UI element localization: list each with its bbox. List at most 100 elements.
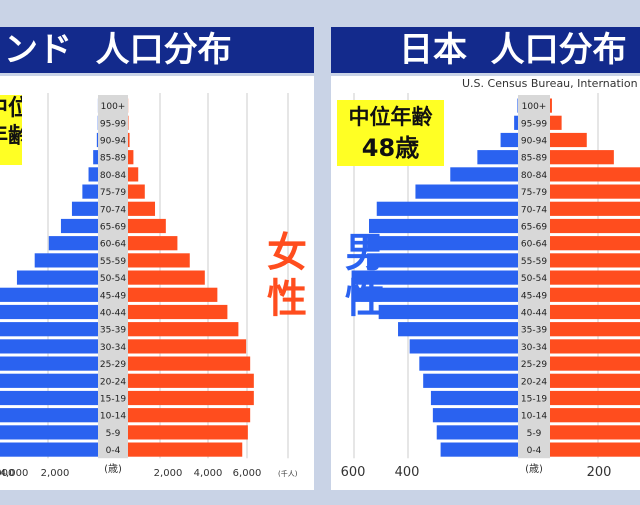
age-label-25-29: 25-29 [521, 360, 547, 370]
chart-panel-right: 100+ 95-99 90-94 85-89 80-84 75-79 70-74 65-69 6… [331, 76, 640, 490]
age-label-65-69: 65-69 [521, 223, 547, 233]
female-bar-25-29 [128, 356, 251, 371]
female-label: 女性 [267, 230, 307, 322]
median-age-label-left: 中位年齢 [0, 96, 22, 149]
x-tick-male: 4,000 [0, 468, 28, 479]
age-label-95-99: 95-99 [521, 119, 547, 129]
male-bar-90-94 [96, 132, 98, 148]
male-bar-90-94 [500, 132, 518, 148]
female-bar-35-39 [550, 322, 640, 337]
female-bar-45-49 [128, 287, 218, 302]
male-bar-45-49 [351, 287, 518, 302]
male-bar-55-59 [367, 253, 518, 268]
female-bar-0-4 [128, 442, 243, 457]
female-bar-20-24 [128, 373, 254, 388]
age-label-40-44: 40-44 [521, 309, 547, 319]
female-bar-10-14 [128, 408, 251, 423]
median-age-box-right: 中位年齢 48歳 [337, 100, 444, 166]
female-bar-65-69 [128, 218, 166, 234]
male-bar-80-84 [88, 167, 98, 182]
age-label-40-44: 40-44 [100, 309, 126, 319]
age-label-100+: 100+ [101, 102, 126, 112]
x-tick-male: 2,000 [41, 468, 70, 479]
age-label-5-9: 5-9 [527, 429, 542, 439]
age-label-95-99: 95-99 [100, 119, 126, 129]
male-bar-65-69 [369, 218, 518, 234]
age-label-25-29: 25-29 [100, 360, 126, 370]
female-bar-50-54 [128, 270, 205, 285]
female-bar-90-94 [550, 132, 587, 148]
male-bar-50-54 [16, 270, 98, 285]
male-bar-15-19 [0, 390, 98, 406]
male-bar-35-39 [0, 322, 98, 337]
male-bar-10-14 [432, 408, 518, 423]
female-bar-10-14 [550, 408, 640, 423]
female-bar-45-49 [550, 287, 640, 302]
male-bar-95-99 [514, 115, 518, 130]
age-label-0-4: 0-4 [527, 446, 542, 456]
age-label-5-9: 5-9 [106, 429, 121, 439]
age-label-90-94: 90-94 [521, 137, 547, 147]
male-bar-40-44 [378, 304, 518, 320]
population-unit-label: (千人) [278, 469, 298, 478]
x-tick-female: 6,000 [233, 468, 262, 479]
x-tick-female: 200 [587, 465, 612, 480]
x-tick-male: 400 [395, 465, 420, 480]
age-label-70-74: 70-74 [100, 205, 126, 215]
age-label-15-19: 15-19 [100, 395, 126, 405]
female-bar-85-89 [550, 150, 614, 165]
median-age-value-right: 48歳 [361, 134, 420, 162]
male-bar-75-79 [415, 184, 518, 199]
male-bar-60-64 [48, 236, 98, 251]
male-bar-20-24 [423, 373, 518, 388]
male-bar-45-49 [0, 287, 99, 302]
female-bar-15-19 [550, 390, 640, 406]
pyramid-chart-left: 100+ 95-99 90-94 85-89 80-84 75-79 70-74 65-69 6… [0, 93, 298, 479]
age-label-30-34: 30-34 [521, 343, 547, 353]
age-label-55-59: 55-59 [100, 257, 126, 267]
age-label-100+: 100+ [522, 102, 547, 112]
male-bar-65-69 [60, 218, 98, 234]
age-label-80-84: 80-84 [100, 171, 126, 181]
age-label-55-59: 55-59 [521, 257, 547, 267]
female-bar-30-34 [128, 339, 247, 354]
male-bar-0-4 [440, 442, 518, 457]
source-credit: U.S. Census Bureau, Internation [462, 77, 638, 90]
male-bar-85-89 [93, 150, 98, 165]
age-label-15-19: 15-19 [521, 395, 547, 405]
male-bar-30-34 [0, 339, 98, 354]
female-bar-90-94 [128, 132, 130, 148]
female-bar-40-44 [128, 304, 228, 320]
male-bar-60-64 [367, 236, 518, 251]
female-bar-15-19 [128, 390, 254, 406]
female-bar-20-24 [550, 373, 640, 388]
age-label-45-49: 45-49 [100, 291, 126, 301]
median-age-label-right: 中位年齢 [348, 105, 433, 129]
male-bar-0-4 [0, 442, 98, 457]
male-bar-75-79 [82, 184, 98, 199]
age-axis-band [518, 95, 550, 459]
female-bar-70-74 [128, 201, 156, 216]
x-tick-female: 4,000 [194, 468, 223, 479]
female-bar-75-79 [550, 184, 640, 199]
age-label-90-94: 90-94 [100, 137, 126, 147]
age-label-70-74: 70-74 [521, 205, 547, 215]
male-bar-25-29 [0, 356, 98, 371]
female-bar-25-29 [550, 356, 640, 371]
female-bar-100+ [550, 98, 552, 113]
age-label-80-84: 80-84 [521, 171, 547, 181]
male-bar-40-44 [0, 304, 99, 320]
age-label-75-79: 75-79 [100, 188, 126, 198]
age-label-35-39: 35-39 [100, 326, 126, 336]
age-label-60-64: 60-64 [100, 240, 126, 250]
age-label-20-24: 20-24 [100, 377, 126, 387]
female-bar-30-34 [550, 339, 640, 354]
female-bar-35-39 [128, 322, 239, 337]
male-bar-50-54 [351, 270, 518, 285]
age-label-20-24: 20-24 [521, 377, 547, 387]
age-label-65-69: 65-69 [100, 223, 126, 233]
age-label-60-64: 60-64 [521, 240, 547, 250]
male-bar-30-34 [409, 339, 518, 354]
male-bar-20-24 [0, 373, 98, 388]
x-tick-female: 8,000 [0, 468, 14, 479]
